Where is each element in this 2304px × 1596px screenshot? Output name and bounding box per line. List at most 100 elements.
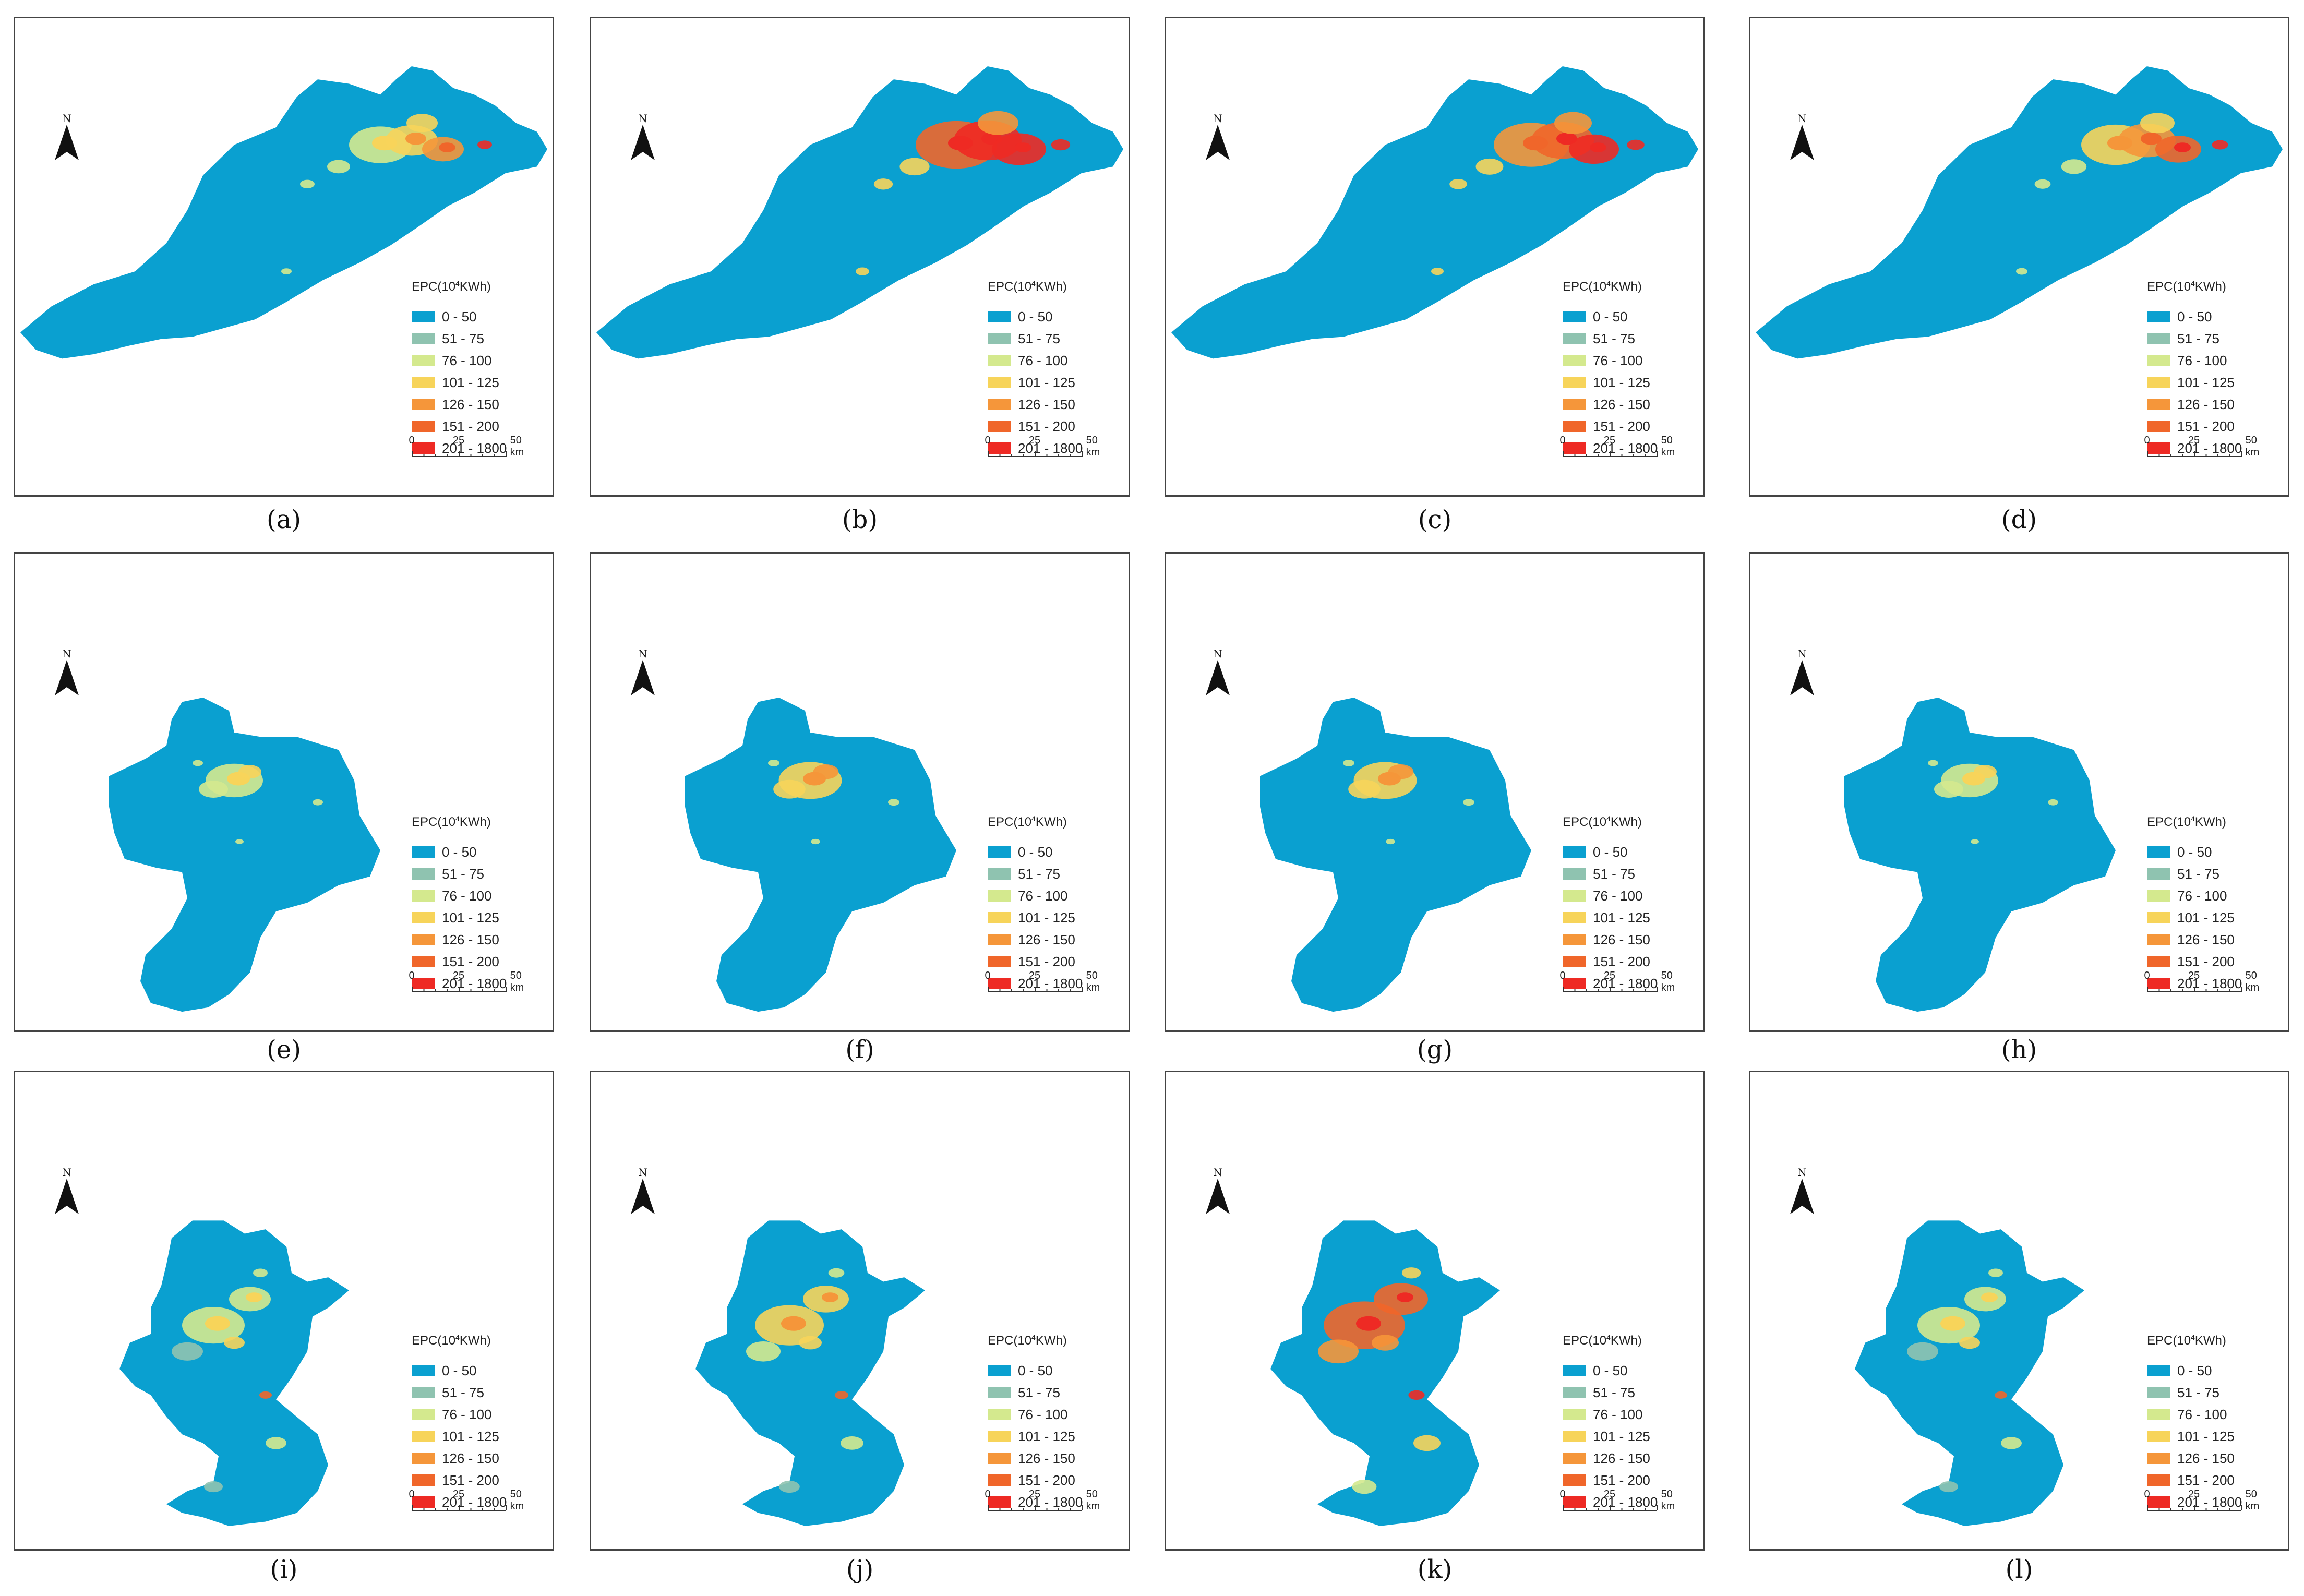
legend-label: 101 - 125: [2177, 909, 2235, 926]
legend-label: 126 - 150: [1018, 396, 1075, 412]
scale-bar-line: [2147, 987, 2242, 992]
legend-item: 201 - 1800: [1563, 1491, 1658, 1513]
legend-item: 151 - 200: [1563, 951, 1658, 973]
legend-label: 126 - 150: [1593, 931, 1650, 947]
scale-tick-label: 0: [985, 435, 991, 446]
epc-hotspot: [1401, 1267, 1421, 1279]
legend-item: 151 - 200: [2147, 951, 2242, 973]
legend-label: 51 - 75: [1018, 866, 1060, 882]
legend-label: 126 - 150: [442, 396, 499, 412]
epc-hotspot: [2016, 268, 2027, 275]
legend-swatch: [1563, 377, 1586, 388]
legend-swatch: [412, 1453, 435, 1464]
region-outline: [695, 1220, 925, 1526]
legend-swatch: [1563, 399, 1586, 410]
epc-map: [1855, 1220, 2084, 1526]
epc-hotspot-core: [1981, 1292, 1998, 1302]
panel-caption: (f): [845, 1035, 874, 1064]
legend-swatch: [412, 890, 435, 902]
scale-tick-label: 0: [985, 1489, 991, 1500]
epc-legend: EPC(104KWh) 0 - 50 51 - 75 76 - 100 101 - 12…: [988, 279, 1083, 459]
legend-label: 126 - 150: [2177, 931, 2235, 947]
legend-swatch: [2147, 1365, 2170, 1376]
legend-label: 151 - 200: [442, 1472, 499, 1488]
legend-swatch: [1563, 421, 1586, 432]
epc-hotspot-core: [1397, 1292, 1413, 1302]
epc-hotspot: [1343, 760, 1354, 766]
panel-caption: (b): [842, 505, 878, 534]
epc-hotspot: [1352, 1479, 1377, 1494]
epc-legend: EPC(104KWh) 0 - 50 51 - 75 76 - 100 101 - 12…: [412, 1333, 507, 1513]
legend-item: 151 - 200: [412, 951, 507, 973]
scale-tick-label: 0: [985, 970, 991, 981]
legend-swatch: [988, 311, 1011, 322]
legend-item: 201 - 1800: [2147, 1491, 2242, 1513]
legend-item: 126 - 150: [2147, 393, 2242, 415]
legend-label: 201 - 1800: [2177, 440, 2242, 456]
scale-tick-label: 50 km: [2245, 435, 2260, 458]
epc-legend: EPC(104KWh) 0 - 50 51 - 75 76 - 100 101 - 12…: [2147, 814, 2242, 994]
legend-item: 151 - 200: [1563, 415, 1658, 437]
legend-label: 0 - 50: [2177, 308, 2212, 325]
legend-label: 201 - 1800: [442, 1494, 507, 1510]
map-panel-h: N EPC(104KWh) 0 - 50 51 - 75 76 - 100 101 - 1…: [1749, 552, 2289, 1032]
epc-hotspot: [281, 268, 292, 274]
legend-item: 201 - 1800: [412, 1491, 507, 1513]
legend-label: 76 - 100: [1593, 1406, 1643, 1422]
epc-legend: EPC(104KWh) 0 - 50 51 - 75 76 - 100 101 - 12…: [2147, 279, 2242, 459]
scale-bar: 0 25 50 km: [985, 970, 1102, 996]
legend-title: EPC(104KWh): [412, 1333, 491, 1348]
epc-hotspot: [1627, 139, 1645, 150]
legend-label: 151 - 200: [2177, 953, 2235, 969]
scale-tick-label: 50 km: [1086, 1489, 1100, 1512]
epc-hotspot: [2140, 113, 2175, 134]
map-panel-j: N EPC(104KWh) 0 - 50 51 - 75 76 - 100 101 - 1…: [590, 1071, 1130, 1551]
epc-legend: EPC(104KWh) 0 - 50 51 - 75 76 - 100 101 - 12…: [1563, 279, 1658, 459]
scale-bar: 0 25 50 km: [1559, 1489, 1677, 1515]
epc-hotspot: [1051, 139, 1071, 151]
north-arrow: N: [630, 647, 656, 699]
legend-label: 0 - 50: [1593, 1362, 1628, 1378]
epc-hotspot: [1431, 268, 1444, 275]
epc-hotspot: [1348, 779, 1381, 799]
legend-swatch: [2147, 442, 2170, 454]
legend-swatch: [1563, 912, 1586, 923]
legend-label: 0 - 50: [1018, 1362, 1053, 1378]
map-panel-i: N EPC(104KWh) 0 - 50 51 - 75 76 - 100 101 - 1…: [14, 1071, 554, 1551]
legend-item: 151 - 200: [412, 415, 507, 437]
legend-label: 51 - 75: [442, 1384, 484, 1400]
north-arrow: N: [54, 1166, 80, 1218]
legend-item: 151 - 200: [1563, 1469, 1658, 1491]
legend-swatch: [988, 1474, 1011, 1486]
legend-label: 101 - 125: [442, 909, 499, 926]
north-arrow-icon: [1790, 660, 1814, 695]
epc-map: [695, 1220, 925, 1526]
legend-label: 151 - 200: [2177, 1472, 2235, 1488]
legend-label: 51 - 75: [1593, 330, 1635, 346]
epc-map: [1756, 66, 2283, 359]
epc-hotspot: [1449, 178, 1467, 189]
scale-tick-label: 25: [1028, 970, 1041, 981]
panel-caption: (d): [2001, 505, 2037, 534]
legend-swatch: [412, 1431, 435, 1442]
legend-item: 0 - 50: [412, 306, 507, 328]
map-panel-k: N EPC(104KWh) 0 - 50 51 - 75 76 - 100 101 - 1…: [1165, 1071, 1705, 1551]
scale-bar-line: [1563, 987, 1658, 992]
panel-caption: (c): [1418, 505, 1452, 534]
legend-swatch: [2147, 934, 2170, 945]
legend-item: 51 - 75: [412, 328, 507, 350]
legend-swatch: [412, 1365, 435, 1376]
legend-label: 126 - 150: [1593, 1450, 1650, 1466]
legend-title: EPC(104KWh): [988, 1333, 1067, 1348]
north-arrow: N: [54, 112, 80, 164]
legend-item: 51 - 75: [988, 863, 1083, 885]
north-label: N: [1213, 647, 1222, 660]
epc-hotspot: [834, 1391, 849, 1399]
legend-swatch: [988, 978, 1011, 989]
legend-item: 51 - 75: [1563, 328, 1658, 350]
legend-item: 0 - 50: [988, 1360, 1083, 1382]
epc-hotspot: [1386, 838, 1395, 845]
epc-hotspot-core: [439, 142, 455, 152]
legend-item: 76 - 100: [988, 350, 1083, 371]
legend-label: 0 - 50: [1593, 844, 1628, 860]
